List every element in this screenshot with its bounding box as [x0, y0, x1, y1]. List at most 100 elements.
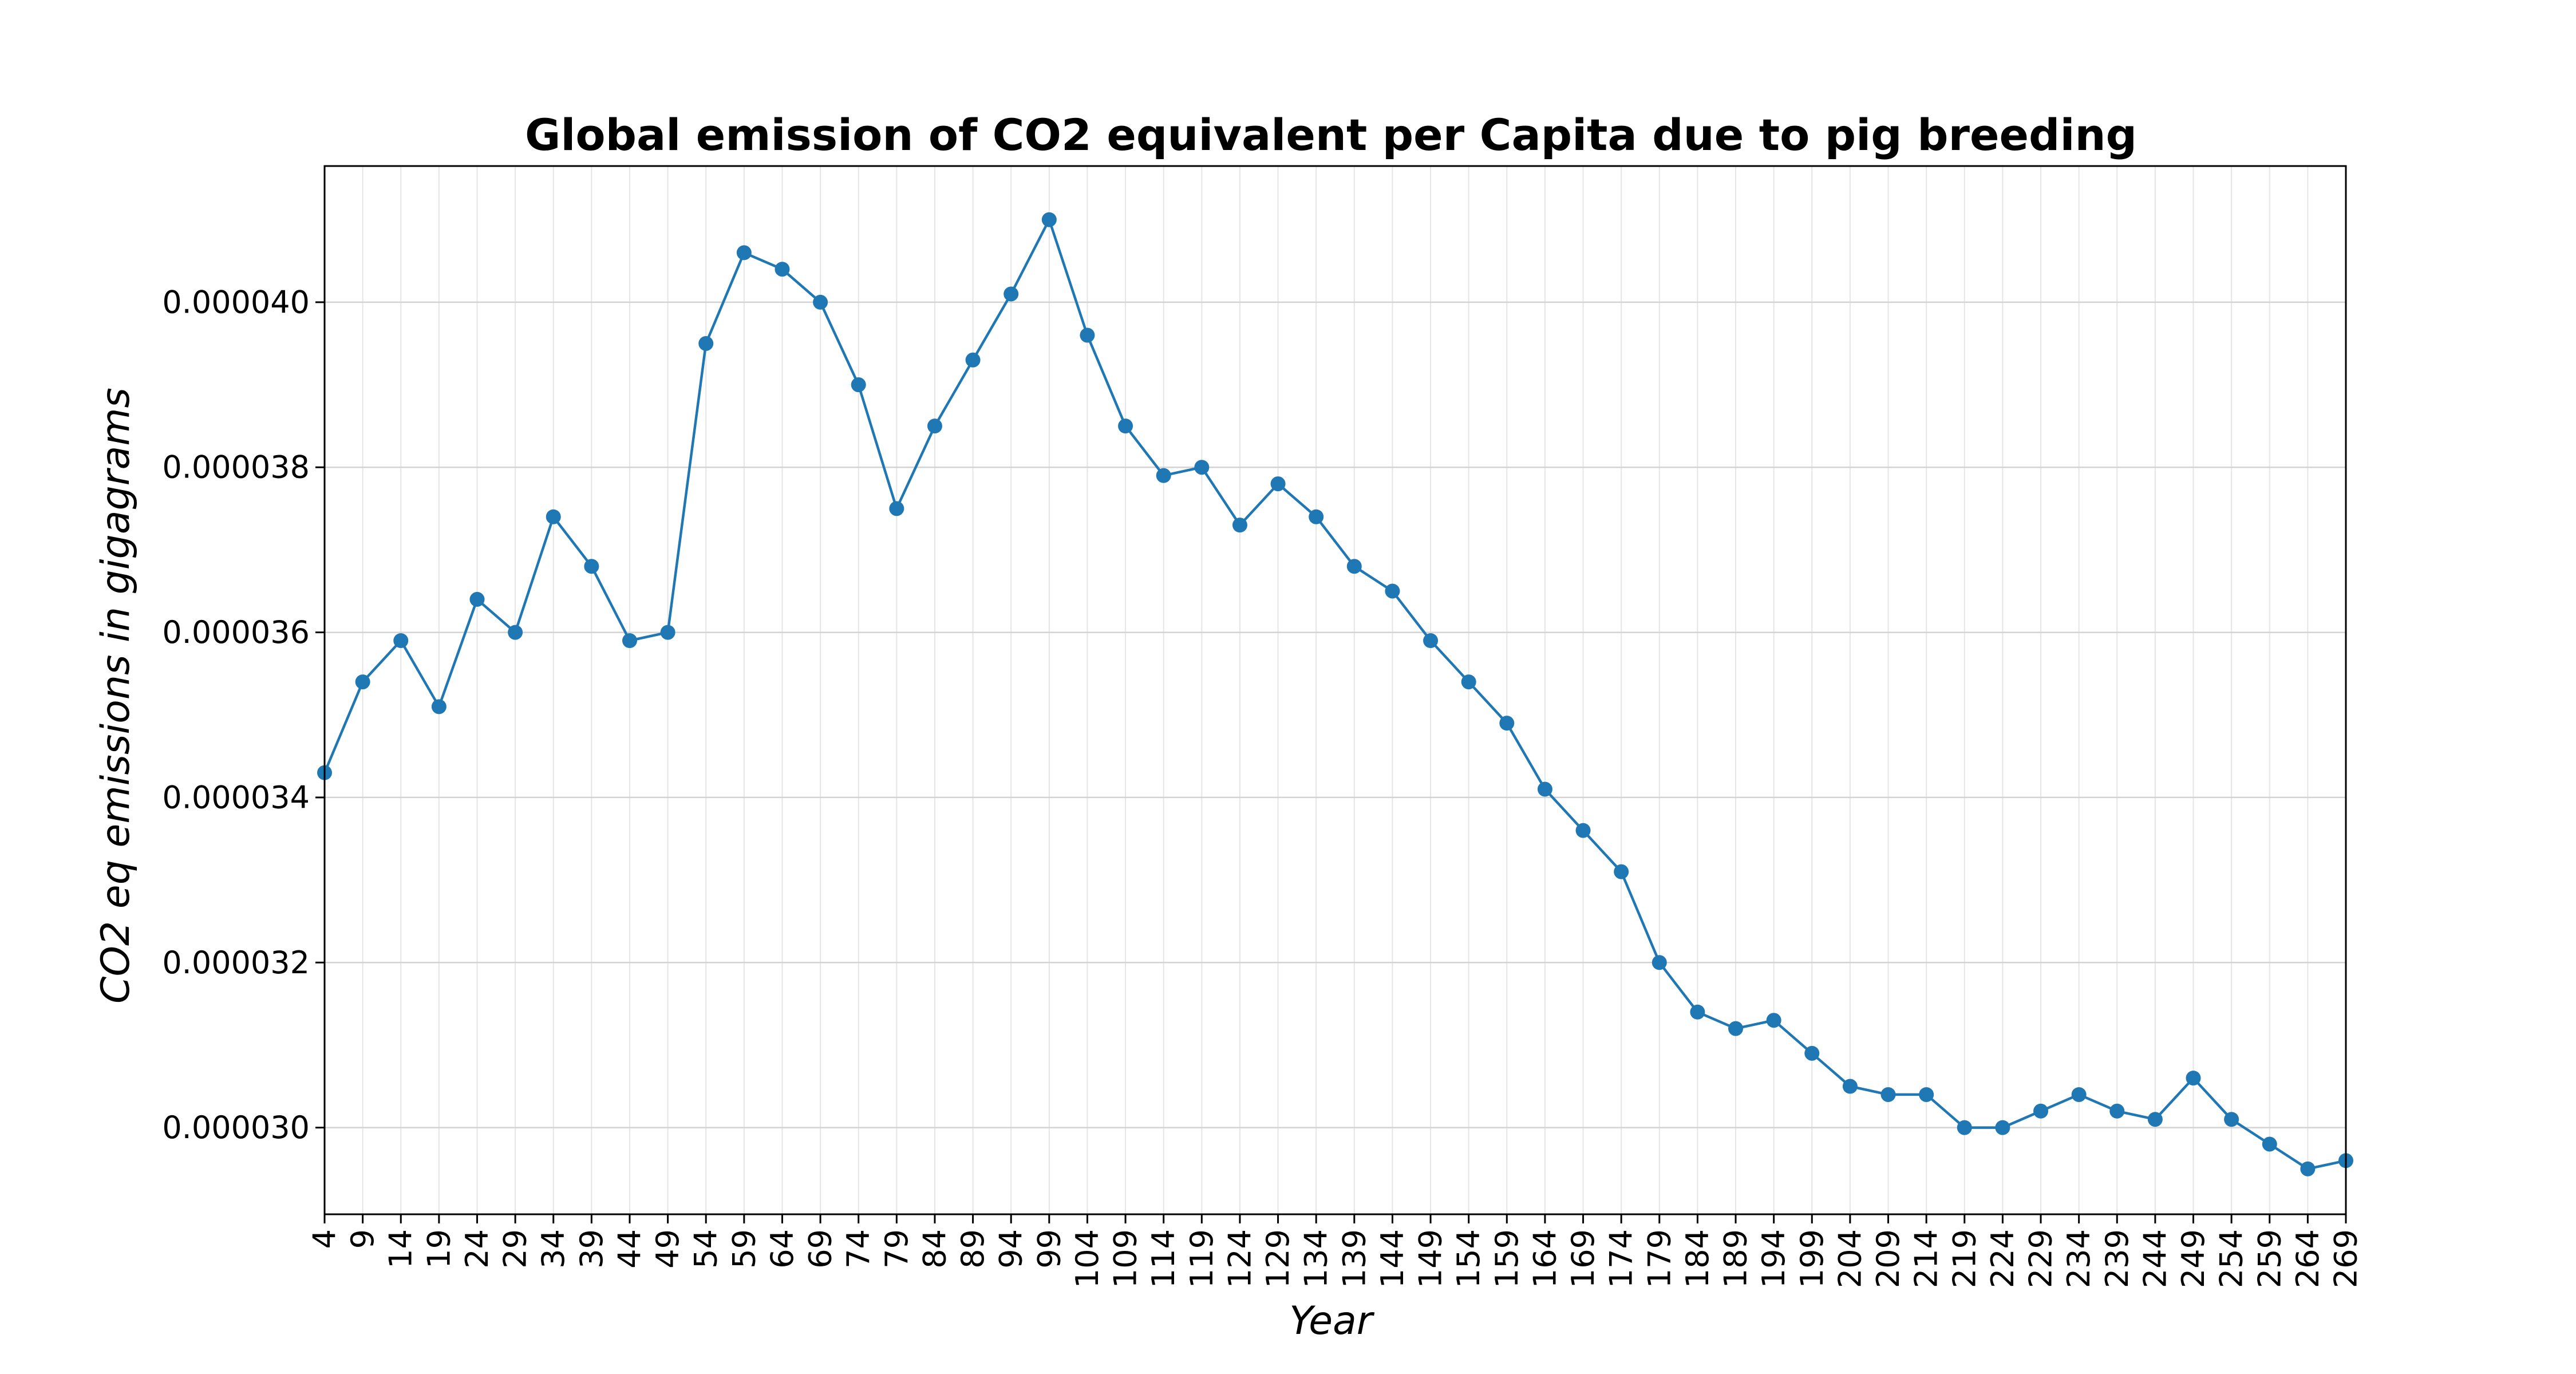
x-tick-label: 234	[2061, 1229, 2097, 1288]
data-point	[1232, 518, 1247, 533]
data-point	[1270, 476, 1286, 492]
data-point	[1652, 955, 1667, 970]
x-axis-label: Year	[1289, 1298, 1375, 1344]
x-tick-label: 104	[1069, 1229, 1105, 1288]
data-point	[1766, 1013, 1781, 1028]
x-tick-label: 19	[421, 1229, 457, 1269]
x-tick-label: 224	[1985, 1229, 2021, 1288]
x-tick-label: 179	[1641, 1229, 1677, 1288]
data-point	[1842, 1079, 1858, 1094]
grid-lines	[324, 166, 2346, 1214]
x-tick-label: 194	[1756, 1229, 1792, 1288]
x-tick-label: 244	[2137, 1229, 2173, 1288]
x-tick-label: 129	[1260, 1229, 1296, 1288]
data-point	[2186, 1071, 2201, 1086]
x-tick-label: 54	[688, 1229, 724, 1269]
data-point	[2033, 1103, 2049, 1119]
x-tick-label: 109	[1108, 1229, 1144, 1288]
y-tick-label: 0.000040	[162, 284, 310, 320]
data-point	[469, 591, 485, 607]
data-point	[2071, 1087, 2087, 1102]
chart-title: Global emission of CO2 equivalent per Ca…	[525, 109, 2137, 160]
x-tick-label: 269	[2328, 1229, 2364, 1288]
x-tick-label: 69	[803, 1229, 839, 1269]
data-point	[1461, 674, 1476, 690]
x-tick-label: 219	[1946, 1229, 1982, 1288]
x-tick-label: 199	[1794, 1229, 1830, 1288]
x-tick-label: 264	[2290, 1229, 2326, 1288]
y-tick-label: 0.000032	[162, 945, 310, 981]
data-point	[851, 377, 866, 393]
x-tick-label: 14	[383, 1229, 419, 1269]
x-tick-label: 204	[1832, 1229, 1868, 1288]
data-point	[1690, 1004, 1705, 1020]
data-point	[1728, 1021, 1744, 1036]
axis-ticks: 4 9 14 19 24 29 34 39 44 49 54 59 64 69 74 79 84 89 94 99 10…	[162, 284, 2364, 1288]
x-tick-label: 9	[345, 1229, 381, 1249]
data-point	[546, 509, 561, 524]
data-point	[698, 335, 714, 351]
x-tick-label: 84	[916, 1229, 953, 1269]
x-tick-label: 189	[1718, 1229, 1754, 1288]
x-tick-label: 79	[879, 1229, 915, 1269]
x-tick-label: 174	[1603, 1229, 1639, 1288]
data-point	[889, 501, 904, 516]
x-tick-label: 4	[307, 1229, 343, 1249]
data-point	[813, 294, 828, 310]
data-point	[1194, 460, 1210, 475]
x-tick-label: 34	[535, 1229, 571, 1269]
data-point	[1003, 286, 1019, 302]
x-tick-label: 94	[993, 1229, 1029, 1269]
data-point	[660, 625, 675, 640]
data-point	[1499, 716, 1515, 731]
data-point	[393, 633, 409, 648]
y-tick-label: 0.000030	[162, 1110, 310, 1146]
x-tick-label: 209	[1870, 1229, 1906, 1288]
data-point	[508, 625, 523, 640]
x-tick-label: 259	[2251, 1229, 2287, 1288]
x-tick-label: 214	[1909, 1229, 1945, 1288]
x-tick-label: 99	[1031, 1229, 1067, 1269]
data-point	[1080, 327, 1095, 343]
data-point	[1957, 1120, 1972, 1135]
data-point	[736, 245, 752, 260]
data-point	[1309, 509, 1324, 524]
y-tick-label: 0.000036	[162, 614, 310, 650]
data-point	[1880, 1087, 1896, 1102]
data-point	[2262, 1136, 2277, 1152]
data-point	[1156, 468, 1171, 483]
data-point	[1423, 633, 1439, 648]
data-point	[431, 699, 447, 714]
x-tick-label: 49	[650, 1229, 686, 1269]
data-point	[2147, 1112, 2163, 1127]
x-tick-label: 89	[955, 1229, 991, 1269]
data-point	[1575, 823, 1591, 838]
data-point	[622, 633, 637, 648]
x-tick-label: 229	[2023, 1229, 2059, 1288]
series-layer	[317, 212, 2353, 1176]
data-point	[1118, 418, 1133, 434]
data-point	[927, 418, 942, 434]
x-tick-label: 64	[764, 1229, 800, 1269]
x-tick-label: 149	[1413, 1229, 1449, 1288]
x-tick-label: 184	[1680, 1229, 1716, 1288]
x-tick-label: 59	[726, 1229, 762, 1269]
x-tick-label: 139	[1336, 1229, 1372, 1288]
data-point	[584, 559, 599, 574]
x-tick-label: 164	[1527, 1229, 1563, 1288]
data-point	[355, 674, 370, 690]
x-tick-label: 124	[1222, 1229, 1258, 1288]
x-tick-label: 169	[1565, 1229, 1601, 1288]
x-tick-label: 29	[497, 1229, 534, 1269]
data-point	[2109, 1103, 2125, 1119]
x-tick-label: 39	[574, 1229, 610, 1269]
x-tick-label: 134	[1298, 1229, 1334, 1288]
x-tick-label: 249	[2175, 1229, 2211, 1288]
y-tick-label: 0.000038	[162, 449, 310, 485]
data-point	[775, 262, 790, 277]
x-tick-label: 159	[1489, 1229, 1525, 1288]
plot-frame	[323, 165, 2347, 1215]
x-tick-label: 144	[1374, 1229, 1411, 1288]
